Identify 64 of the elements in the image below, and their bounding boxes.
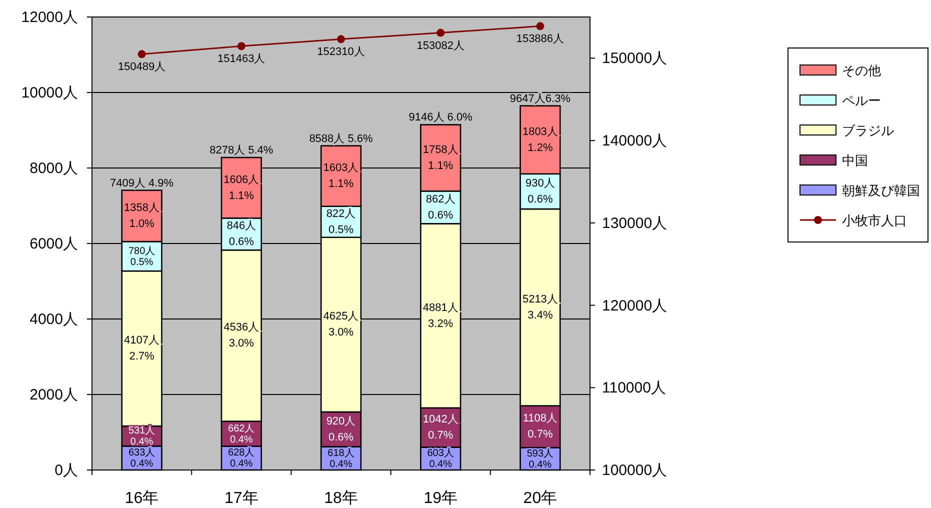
y-tick-label: 0人: [54, 462, 78, 478]
y-tick-label: 12000人: [21, 8, 78, 26]
data-label: 603人 0.4%: [427, 448, 454, 470]
point: [337, 35, 345, 44]
point: [237, 42, 246, 50]
data-label: 5213人 3.4%: [522, 293, 558, 322]
y-tick-label: 8000人: [30, 160, 78, 176]
data-label: 920人 0.6%: [326, 415, 356, 444]
legend-label: 中国: [842, 152, 868, 168]
data-label: 1108人 0.7%: [522, 412, 558, 441]
y-tick-label: 10000人: [21, 84, 78, 101]
data-label: 153886人: [516, 33, 564, 46]
total-label: 7409人 4.9%: [110, 177, 174, 190]
data-label: 593人 0.4%: [526, 448, 554, 470]
data-label: 1603人 1.1%: [323, 162, 359, 190]
legend-label: ブラジル: [842, 122, 894, 138]
y2-tick-label: 150000人: [602, 50, 668, 67]
data-label: 846人 0.6%: [226, 220, 256, 248]
y-tick-label: 4000人: [30, 310, 78, 328]
data-label: 628人 0.4%: [228, 447, 255, 470]
data-label: 1042人 0.7%: [422, 414, 458, 442]
total-label: 8588人 5.6%: [309, 132, 374, 145]
data-label: 1758人 1.1%: [422, 144, 458, 172]
y2-tick-label: 100000人: [602, 462, 668, 478]
data-label: 4625人 3.0%: [323, 310, 359, 339]
data-label: 150489人: [118, 61, 166, 74]
y2-tick-label: 130000人: [602, 214, 668, 232]
data-label: 1803人 1.2%: [522, 126, 558, 154]
data-label: 4881人 3.2%: [422, 302, 458, 330]
y2-tick-label: 120000人: [602, 296, 668, 314]
point: [536, 22, 544, 30]
data-label: 152310人: [317, 46, 365, 58]
data-label: 153082人: [416, 40, 464, 52]
data-label: 862人 0.6%: [426, 193, 456, 222]
data-label: 4536人 3.0%: [224, 322, 260, 350]
data-label: 780人 0.5%: [128, 245, 156, 268]
y2-tick-label: 110000人: [602, 379, 666, 396]
legend-label: 朝鮮及び韓国: [842, 182, 920, 198]
legend-label: ペルー: [842, 92, 881, 108]
x-tick-label: 16年: [124, 490, 159, 506]
data-label: 633人 0.4%: [128, 447, 156, 470]
x-tick-label: 18年: [324, 490, 358, 506]
point: [436, 28, 445, 37]
x-tick-label: 20年: [523, 490, 558, 506]
total-label: 8278人 5.4%: [210, 144, 274, 157]
y2-tick-label: 140000人: [602, 132, 668, 150]
data-label: 1358人 1.0%: [124, 202, 160, 230]
y-tick-label: 2000人: [30, 386, 78, 403]
total-label: 9647人6.3%: [510, 92, 571, 105]
data-label: 618人 0.4%: [328, 447, 354, 470]
x-tick-label: 19年: [424, 490, 458, 506]
data-label: 4107人 2.7%: [124, 334, 160, 363]
legend-label: 小牧市人口: [842, 212, 907, 228]
data-label: 151463人: [218, 53, 266, 66]
data-label: 531人 0.4%: [128, 425, 156, 448]
data-label: 662人 0.4%: [228, 422, 255, 445]
total-label: 9146人 6.0%: [408, 112, 473, 124]
legend-label: その他: [842, 62, 881, 78]
data-label: 822人 0.5%: [326, 208, 356, 236]
point: [138, 50, 146, 58]
y-tick-label: 6000人: [30, 235, 78, 252]
data-label: 930人 0.6%: [526, 177, 555, 206]
data-label: 1606人 1.1%: [224, 174, 260, 202]
x-tick-label: 17年: [224, 490, 258, 506]
